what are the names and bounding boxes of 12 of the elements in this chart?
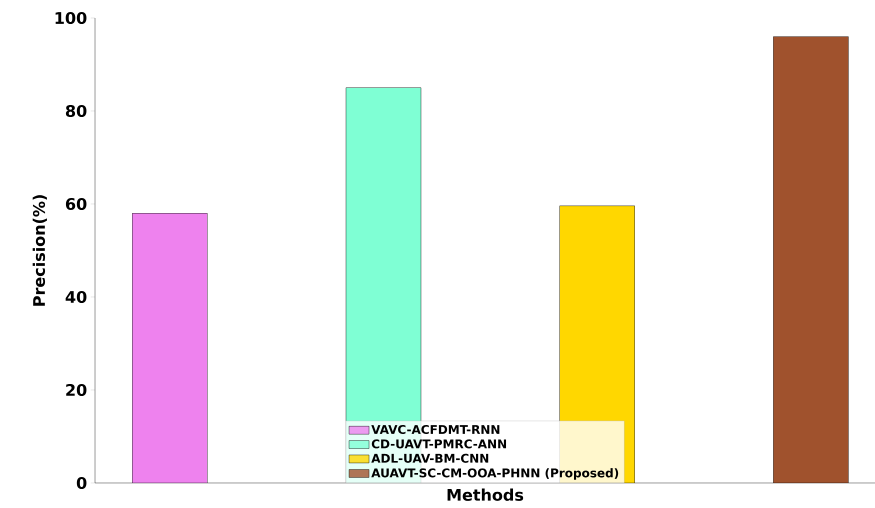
legend-label: CD-UAVT-PMRC-ANN	[372, 439, 506, 448]
legend-label: VAVC-ACFDMT-RNN	[371, 424, 500, 434]
y-tick-label: 20	[66, 384, 86, 396]
y-tick-label: 40	[66, 290, 86, 304]
y-tick-label: 60	[66, 198, 86, 210]
y-tick-label: 100	[56, 12, 86, 24]
y-tick-label: 0	[76, 476, 86, 490]
legend-label: AUAVT-SC-CM-OOA-PHNN (Proposed)	[371, 468, 618, 480]
legend-label: ADL-UAV-BM-CNN	[371, 454, 488, 463]
y-axis-title: Precision(%)	[32, 195, 47, 306]
y-tick-label: 80	[66, 104, 86, 118]
x-axis-title: Methods	[448, 488, 524, 501]
